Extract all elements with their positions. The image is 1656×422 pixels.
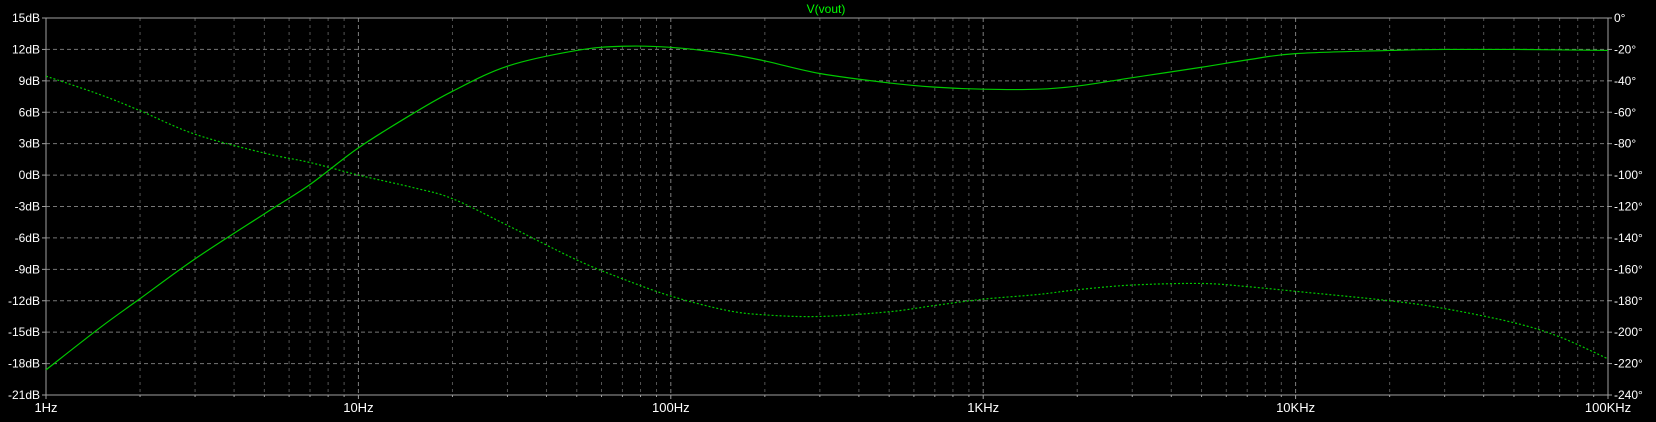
y-right-tick-label: -220° bbox=[1614, 357, 1643, 371]
phase-trace bbox=[45, 75, 1609, 360]
y-right-tick-label: -120° bbox=[1614, 200, 1643, 214]
x-tick-label: 100Hz bbox=[652, 400, 690, 415]
y-right-tick-label: -140° bbox=[1614, 231, 1643, 245]
y-left-tick-label: 15dB bbox=[12, 11, 40, 25]
y-right-tick-label: -180° bbox=[1614, 294, 1643, 308]
y-left-tick-label: 3dB bbox=[19, 137, 40, 151]
y-left-tick-label: -9dB bbox=[15, 262, 40, 276]
traces bbox=[45, 45, 1609, 371]
x-tick-label: 100KHz bbox=[1585, 400, 1631, 415]
y-left-tick-label: 9dB bbox=[19, 74, 40, 88]
magnitude-trace bbox=[45, 45, 1609, 371]
y-left-tick-label: -18dB bbox=[8, 357, 40, 371]
x-tick-label: 1Hz bbox=[34, 400, 57, 415]
chart-title: V(vout) bbox=[807, 2, 846, 16]
x-tick-label: 10Hz bbox=[343, 400, 373, 415]
y-axis-right-ticks: 0° -20° -40° -60° -80° -100° -120° -140° -160° -1… bbox=[1608, 11, 1643, 402]
y-left-tick-label: -12dB bbox=[8, 294, 40, 308]
y-left-tick-label: -3dB bbox=[15, 200, 40, 214]
y-right-tick-label: -20° bbox=[1614, 42, 1636, 56]
y-left-tick-label: -15dB bbox=[8, 325, 40, 339]
y-axis-left-ticks: 15dB 12dB 9dB 6dB 3dB 0dB -3dB -6dB -9dB -12dB -15… bbox=[8, 11, 46, 402]
grid-lines bbox=[46, 18, 1608, 395]
y-right-tick-label: 0° bbox=[1614, 11, 1626, 25]
y-right-tick-label: -100° bbox=[1614, 168, 1643, 182]
y-right-tick-label: -40° bbox=[1614, 74, 1636, 88]
y-right-tick-label: -80° bbox=[1614, 137, 1636, 151]
y-right-tick-label: -240° bbox=[1614, 388, 1643, 402]
y-left-tick-label: 12dB bbox=[12, 42, 40, 56]
y-right-tick-label: -160° bbox=[1614, 262, 1643, 276]
y-left-tick-label: -6dB bbox=[15, 231, 40, 245]
x-tick-label: 10KHz bbox=[1276, 400, 1315, 415]
x-tick-label: 1KHz bbox=[967, 400, 999, 415]
x-axis-ticks: 1Hz 10Hz 100Hz 1KHz 10KHz 100KHz bbox=[34, 395, 1631, 415]
y-left-tick-label: 0dB bbox=[19, 168, 40, 182]
y-right-tick-label: -60° bbox=[1614, 105, 1636, 119]
y-left-tick-label: 6dB bbox=[19, 105, 40, 119]
y-right-tick-label: -200° bbox=[1614, 325, 1643, 339]
y-left-tick-label: -21dB bbox=[8, 388, 40, 402]
